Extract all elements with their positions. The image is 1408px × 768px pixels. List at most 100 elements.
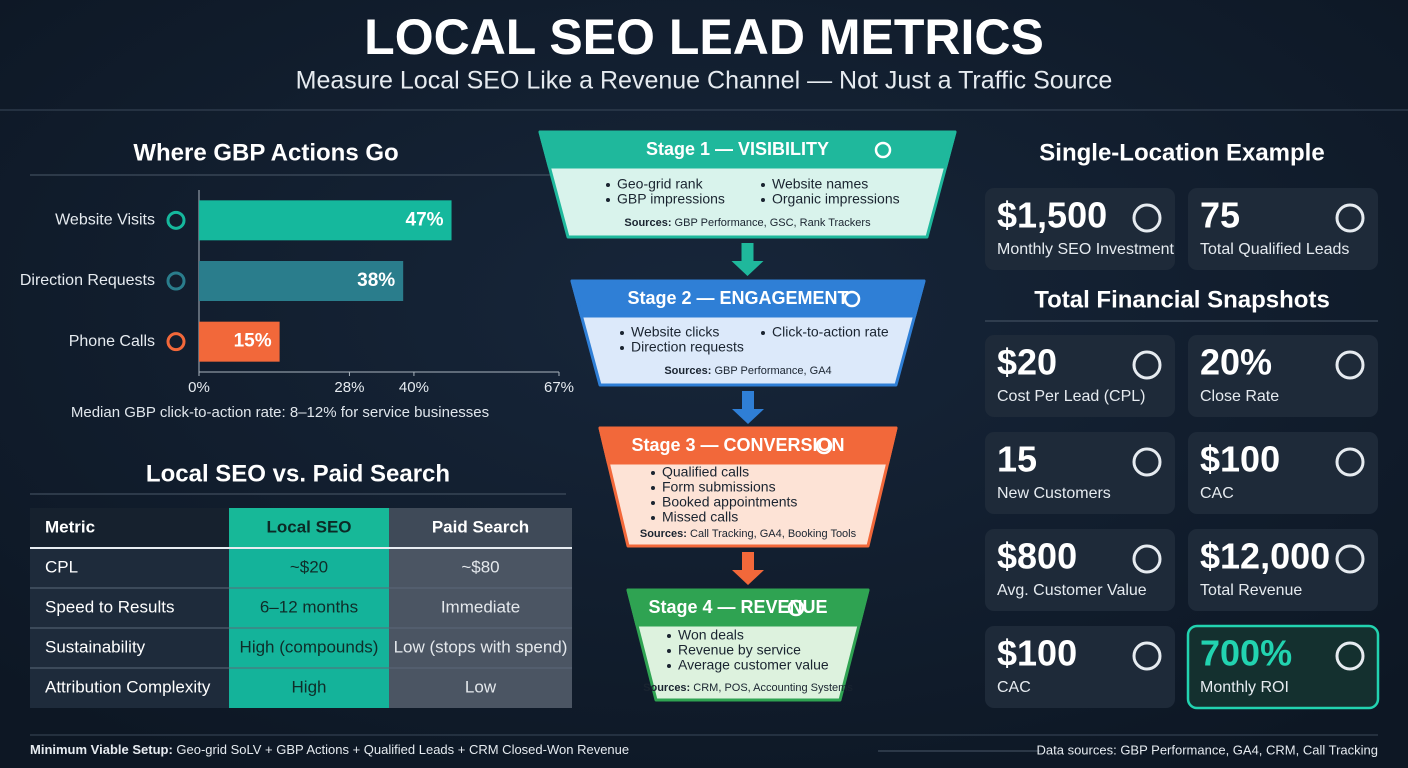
table-cell: ~$80: [461, 557, 499, 576]
stage-item: Click-to-action rate: [772, 324, 889, 340]
metric-value: $20: [997, 342, 1057, 383]
metric-value: $12,000: [1200, 536, 1330, 577]
bullet: [651, 516, 655, 520]
sources-text: Call Tracking, GA4, Booking Tools: [690, 528, 857, 540]
stage-title: Stage 3 — CONVERSION: [631, 435, 844, 455]
stage-header: [538, 130, 957, 169]
title: LOCAL SEO LEAD METRICS: [364, 9, 1044, 65]
stage-sources: Sources: GBP Performance, GA4: [664, 365, 831, 377]
metric-icon: [1132, 544, 1162, 574]
metric-icon: [1335, 544, 1365, 574]
bar: [199, 321, 280, 362]
bullet: [761, 183, 765, 187]
metric-icon: [1132, 350, 1162, 380]
table-header: Paid Search: [432, 517, 529, 536]
table-cell: CPL: [45, 557, 78, 576]
y-tick-label: Direction Requests: [20, 272, 155, 289]
stage-header: [626, 588, 870, 627]
sources-text: GBP Performance, GA4: [714, 365, 831, 377]
table-cell: High: [292, 677, 327, 696]
y-tick-label: Website Visits: [55, 212, 155, 229]
metric-card: [985, 335, 1175, 417]
x-tick-label: 67%: [544, 379, 574, 396]
table-cell: Speed to Results: [45, 597, 174, 616]
stage-item: Geo-grid rank: [617, 176, 704, 192]
stage-sources: Sources: GBP Performance, GSC, Rank Trac…: [624, 217, 871, 229]
bullet: [620, 346, 624, 350]
flow-arrow: [732, 391, 764, 424]
metric-card: [985, 626, 1175, 708]
stage-sources: Sources: CRM, POS, Accounting Systems: [643, 682, 853, 694]
table-cell: Low: [465, 677, 497, 696]
stage-icon: [815, 437, 833, 455]
x-tick-label: 28%: [334, 379, 364, 396]
subtitle: Measure Local SEO Like a Revenue Channel…: [296, 67, 1113, 95]
metric-card: [1188, 188, 1378, 270]
footer-label: Minimum Viable Setup:: [30, 742, 173, 757]
table-header-cell: [30, 508, 229, 548]
category-icon: [166, 210, 186, 230]
bullet: [620, 331, 624, 335]
y-tick-label: Phone Calls: [69, 333, 155, 350]
stage-item: Website clicks: [631, 324, 719, 340]
data-label: 47%: [406, 209, 444, 230]
bullet: [606, 183, 610, 187]
metric-value: 15: [997, 439, 1037, 480]
sources-text: GBP Performance, GSC, Rank Trackers: [675, 217, 872, 229]
bullet: [651, 501, 655, 505]
sources-label: Sources:: [643, 682, 690, 694]
stage-item: Average customer value: [678, 657, 829, 673]
stage-title: Stage 4 — REVENUE: [648, 597, 827, 617]
section-title: Total Financial Snapshots: [1034, 286, 1330, 313]
bullet: [667, 664, 671, 668]
flow-arrow: [732, 552, 764, 585]
metric-card: [985, 432, 1175, 514]
stage-item: Direction requests: [631, 339, 744, 355]
footer-sources: Data sources: GBP Performance, GA4, CRM,…: [1037, 742, 1379, 757]
metric-value: $100: [1200, 439, 1280, 480]
stage-item: Missed calls: [662, 509, 738, 525]
table-cell: 6–12 months: [260, 597, 358, 616]
metric-icon: [1132, 447, 1162, 477]
category-icon: [166, 271, 186, 291]
metric-label: Total Revenue: [1200, 582, 1302, 599]
metric-card: [1188, 432, 1378, 514]
metric-card: [1188, 529, 1378, 611]
metric-icon: [1132, 641, 1162, 671]
bullet: [667, 649, 671, 653]
metric-value: $100: [997, 633, 1077, 674]
metric-card: [1188, 335, 1378, 417]
stage-item: Won deals: [678, 627, 744, 643]
stage-item: Website names: [772, 176, 868, 192]
stage-icon: [787, 599, 805, 617]
metric-label: Monthly SEO Investment: [997, 241, 1175, 258]
table-header-cell: [229, 508, 389, 548]
metric-label: CAC: [1200, 485, 1234, 502]
bullet: [651, 471, 655, 475]
metric-label: Cost Per Lead (CPL): [997, 388, 1146, 405]
table-cell: Low (stops with spend): [394, 637, 568, 656]
section-title: Local SEO vs. Paid Search: [146, 460, 450, 487]
bullet: [761, 331, 765, 335]
chart-note: Median GBP click-to-action rate: 8–12% f…: [71, 404, 489, 421]
stage-item: Qualified calls: [662, 464, 749, 480]
stage-header: [570, 279, 926, 318]
table-header-cell: [389, 508, 572, 548]
metric-value: 75: [1200, 195, 1240, 236]
metric-value: $800: [997, 536, 1077, 577]
stage-item: Organic impressions: [772, 191, 900, 207]
metric-label: Close Rate: [1200, 388, 1279, 405]
metric-icon: [1335, 350, 1365, 380]
x-tick-label: 40%: [399, 379, 429, 396]
metric-card: [1186, 624, 1380, 710]
metric-label: Total Qualified Leads: [1200, 241, 1349, 258]
data-label: 15%: [234, 331, 272, 352]
metric-label: Avg. Customer Value: [997, 582, 1147, 599]
table-cell: Immediate: [441, 597, 520, 616]
x-tick-label: 0%: [188, 379, 210, 396]
stage-header: [598, 426, 898, 465]
metric-icon: [1335, 447, 1365, 477]
stage-title: Stage 2 — ENGAGEMENT: [627, 288, 848, 308]
table-cell: Sustainability: [45, 637, 146, 656]
